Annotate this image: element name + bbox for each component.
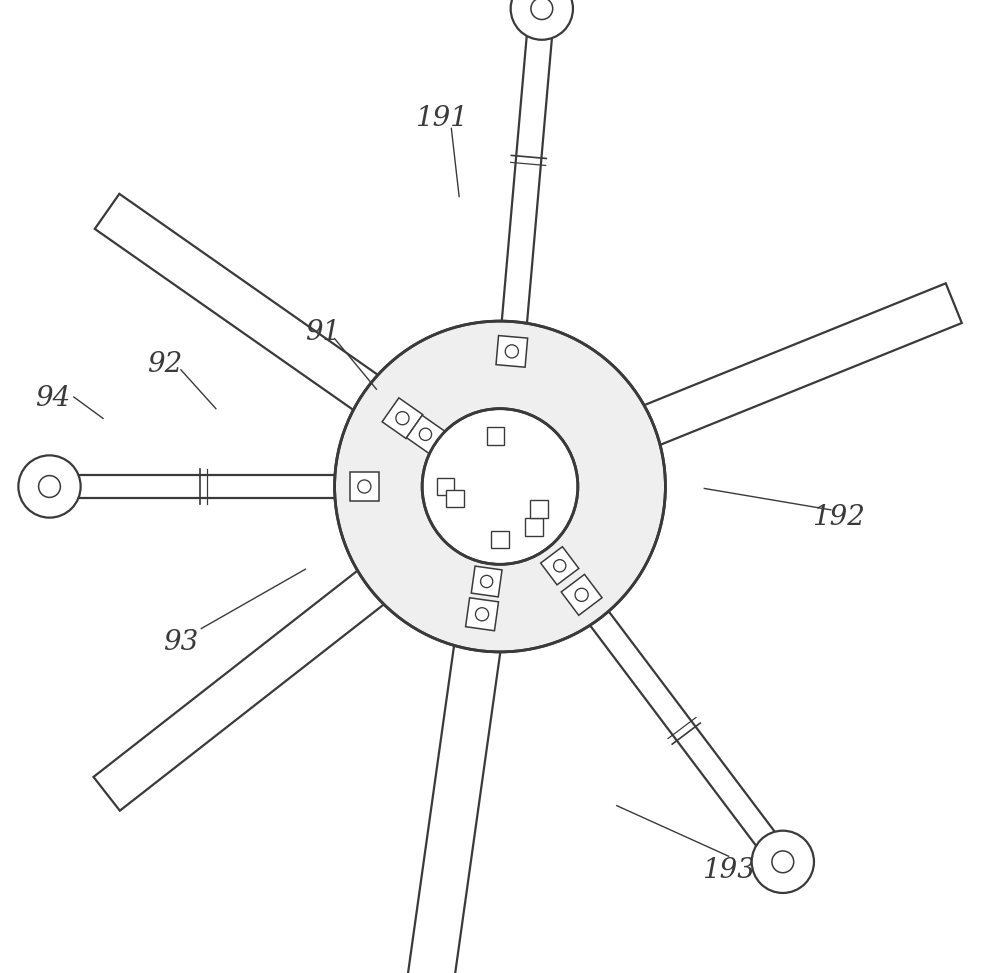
Text: 91: 91 — [305, 319, 341, 346]
Circle shape — [422, 409, 578, 564]
Polygon shape — [500, 8, 554, 340]
Circle shape — [335, 321, 665, 652]
Circle shape — [752, 831, 814, 893]
Polygon shape — [530, 500, 548, 518]
Polygon shape — [50, 475, 351, 498]
Polygon shape — [93, 561, 396, 811]
Polygon shape — [95, 194, 390, 418]
Text: 94: 94 — [35, 385, 70, 413]
Circle shape — [419, 428, 432, 441]
Polygon shape — [580, 598, 792, 869]
Text: 193: 193 — [702, 857, 755, 884]
Polygon shape — [496, 336, 528, 367]
Polygon shape — [491, 530, 509, 548]
Polygon shape — [630, 283, 962, 450]
Text: 92: 92 — [147, 351, 182, 378]
Polygon shape — [541, 547, 579, 585]
Text: 192: 192 — [812, 504, 865, 531]
Polygon shape — [471, 566, 502, 596]
Circle shape — [18, 455, 81, 518]
Polygon shape — [350, 472, 379, 501]
Circle shape — [505, 344, 518, 358]
Polygon shape — [487, 427, 504, 445]
Polygon shape — [525, 519, 543, 536]
Polygon shape — [561, 574, 602, 615]
Circle shape — [554, 559, 566, 572]
Circle shape — [358, 480, 371, 493]
Circle shape — [575, 589, 588, 601]
Polygon shape — [466, 597, 499, 631]
Circle shape — [481, 575, 493, 588]
Polygon shape — [446, 489, 464, 507]
Circle shape — [39, 476, 60, 497]
Text: 191: 191 — [415, 105, 468, 132]
Polygon shape — [407, 415, 444, 453]
Polygon shape — [403, 631, 502, 973]
Circle shape — [531, 0, 553, 19]
Circle shape — [772, 851, 794, 873]
Polygon shape — [437, 478, 454, 495]
Circle shape — [511, 0, 573, 40]
Circle shape — [475, 608, 489, 621]
Circle shape — [396, 412, 409, 425]
Polygon shape — [382, 398, 423, 439]
Text: 93: 93 — [163, 629, 198, 656]
